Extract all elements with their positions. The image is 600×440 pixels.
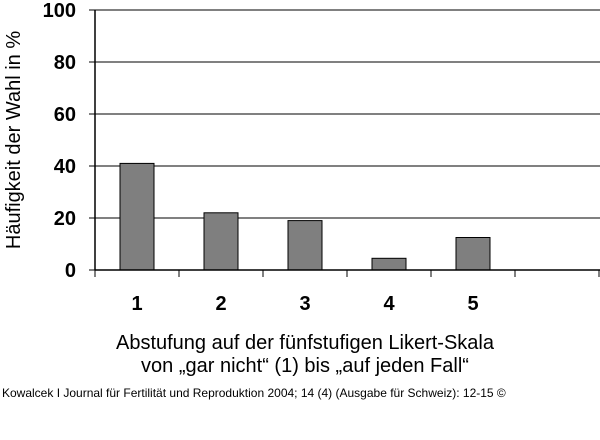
x-tick-label: 5: [467, 293, 478, 315]
y-tick-label: 0: [65, 260, 76, 282]
x-axis-label-line1: Abstufung auf der fünfstufigen Likert-Sk…: [115, 332, 494, 354]
bar-chart: 0 20 40 60 80 100 1 2 3 4 5 Häufigkeit der Wahl i…: [3, 0, 600, 315]
x-tick-label: 3: [299, 293, 310, 315]
bar: [203, 212, 239, 271]
x-axis-label-line2: von „gar nicht“ (1) bis „auf jeden Fall“: [141, 355, 469, 377]
y-tick-labels: 0 20 40 60 80 100: [43, 0, 76, 282]
y-tick-label: 60: [54, 104, 76, 126]
y-tick-label: 40: [54, 156, 76, 178]
axes: [94, 10, 600, 277]
x-tick-label: 1: [131, 293, 142, 315]
source-credit: Kowalcek I Journal für Fertilität und Re…: [2, 386, 506, 400]
x-tick-label: 2: [215, 293, 226, 315]
y-tick-label: 20: [54, 208, 76, 230]
bar: [119, 162, 155, 271]
y-axis-label: Häufigkeit der Wahl in %: [3, 31, 25, 249]
y-tick-label: 80: [54, 52, 76, 74]
bar: [455, 237, 491, 271]
bars: [119, 162, 491, 271]
x-tick-labels: 1 2 3 4 5: [131, 293, 478, 315]
gridlines: [89, 9, 600, 271]
x-tick-label: 4: [383, 293, 395, 315]
bar: [371, 257, 407, 271]
y-tick-label: 100: [43, 0, 76, 22]
bar: [287, 220, 323, 271]
